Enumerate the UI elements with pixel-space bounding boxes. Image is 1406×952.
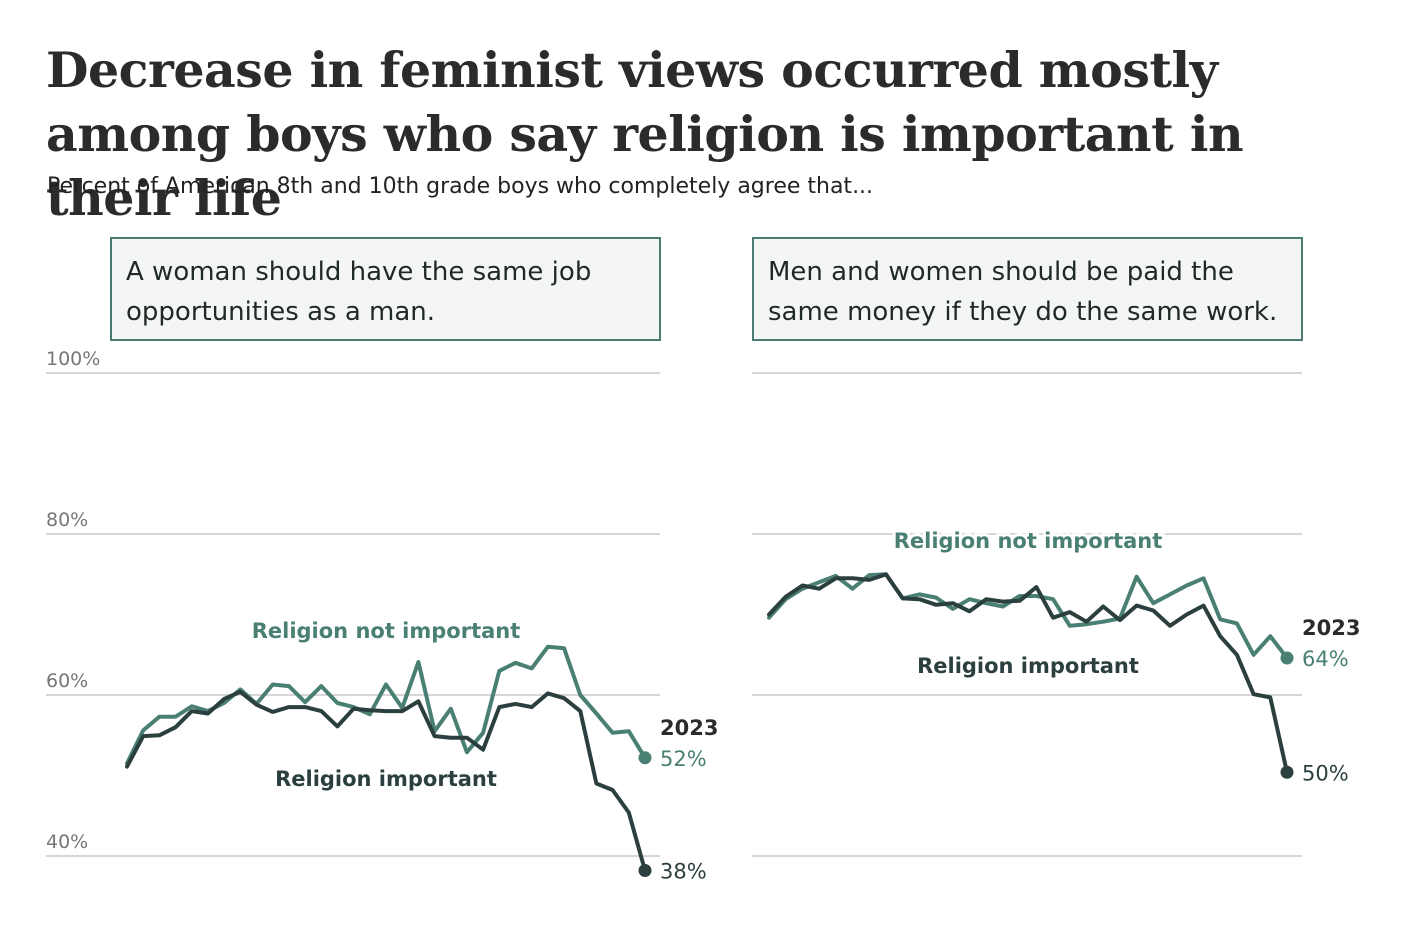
end-value-label-important-panel-1: 38%	[660, 859, 707, 883]
chart-subtitle: Percent of American 8th and 10th grade b…	[47, 174, 874, 199]
series-line-important-panel-2	[767, 572, 1289, 775]
end-year-label-panel-1: 2023	[660, 716, 718, 740]
series-line-important-panel-1	[125, 689, 647, 873]
end-point-important-panel-2	[1280, 765, 1294, 779]
end-value-label-not_important-panel-1: 52%	[660, 747, 707, 771]
annotation-religion-not-important-panel-2: Religion not important	[894, 529, 1163, 553]
question-box-job-opportunities: A woman should have the same job opportu…	[110, 237, 661, 341]
end-point-not_important-panel-2	[1280, 651, 1294, 665]
y-tick-label-100: 100%	[46, 348, 100, 370]
annotation-religion-not-important-panel-1: Religion not important	[252, 619, 521, 643]
end-point-important-panel-1	[638, 863, 652, 877]
end-point-not_important-panel-1	[638, 751, 652, 765]
y-tick-label-80: 80%	[46, 509, 88, 531]
annotation-religion-important-panel-1: Religion important	[275, 767, 497, 791]
end-value-label-important-panel-2: 50%	[1302, 761, 1349, 785]
annotation-religion-important-panel-2: Religion important	[917, 654, 1139, 678]
end-year-label-panel-2: 2023	[1302, 616, 1360, 640]
chart-title: Decrease in feminist views occurred most…	[46, 41, 1244, 227]
end-value-label-not_important-panel-2: 64%	[1302, 647, 1349, 671]
series-line-not_important-panel-1	[125, 644, 647, 766]
y-tick-label-40: 40%	[46, 831, 88, 853]
question-box-equal-pay: Men and women should be paid the same mo…	[752, 237, 1303, 341]
y-tick-label-60: 60%	[46, 670, 88, 692]
